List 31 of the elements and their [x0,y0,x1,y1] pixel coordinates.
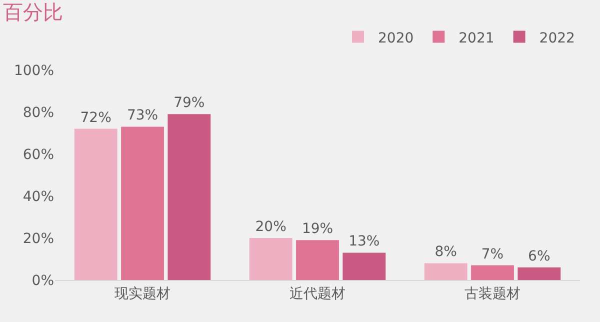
bar [424,263,468,280]
bar [518,267,561,280]
y-tick-label: 20% [22,230,54,247]
bar [121,126,164,280]
bar [296,240,339,280]
data-label: 73% [126,108,158,124]
data-label: 13% [348,234,380,250]
x-tick-label: 现实题材 [114,286,170,302]
y-tick-label: 80% [22,104,54,121]
legend-label: 2020 [378,30,414,46]
bar [249,238,292,280]
x-tick-label: 古装题材 [464,286,520,302]
chart-title: 百分比 [3,0,63,24]
data-label: 19% [302,221,334,238]
y-tick-label: 100% [14,62,54,79]
bar [74,128,118,280]
data-label: 7% [481,246,504,262]
data-label: 79% [174,95,205,112]
data-label: 6% [528,248,550,264]
bar [471,265,514,280]
legend-label: 2021 [458,30,494,46]
data-label: 20% [255,219,286,235]
x-tick-label: 近代题材 [290,286,346,302]
bar [168,114,211,280]
data-label: 72% [80,110,112,126]
y-tick-label: 0% [32,272,54,289]
bar [342,252,386,280]
data-label: 8% [434,244,457,260]
y-tick-label: 60% [22,146,54,163]
legend-label: 2022 [539,30,575,46]
y-tick-label: 40% [22,188,54,205]
